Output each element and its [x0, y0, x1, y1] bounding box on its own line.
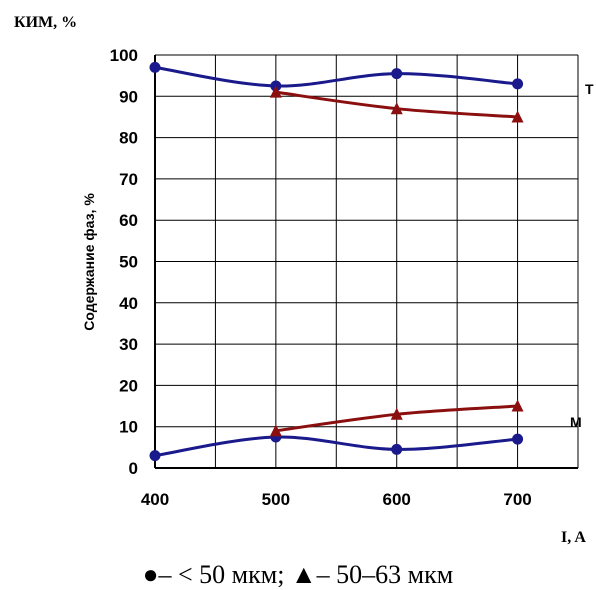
data-point-circle	[149, 61, 161, 73]
y-tick-label: 10	[119, 418, 138, 437]
top-left-label: КИМ, %	[14, 14, 78, 31]
x-tick-label: 600	[383, 490, 411, 509]
series-line	[154, 435, 518, 458]
data-point-triangle	[390, 102, 403, 115]
data-point-triangle	[511, 399, 524, 412]
tick-labels: 0 10 20 30 40 50 60 70 80 90 100 400 500 600 700	[110, 46, 532, 509]
data-point-circle	[391, 68, 403, 80]
x-tick-label: 400	[141, 490, 169, 509]
x-axis-label: I, A	[561, 529, 586, 546]
data-point-triangle	[511, 110, 524, 123]
y-tick-label: 100	[110, 46, 138, 65]
y-tick-label: 90	[119, 87, 138, 106]
legend: ●– < 50 мкм; ▲– 50–63 мкм	[142, 560, 454, 589]
data-point-triangle	[269, 424, 282, 437]
grid-lines	[154, 54, 579, 469]
annotation-lower: М	[570, 414, 582, 430]
y-tick-label: 80	[119, 129, 138, 148]
y-tick-label: 70	[119, 170, 138, 189]
y-tick-label: 20	[119, 376, 138, 395]
y-tick-label: 40	[119, 294, 138, 313]
y-tick-label: 0	[129, 459, 138, 478]
y-tick-label: 60	[119, 211, 138, 230]
series-line	[154, 65, 518, 88]
x-tick-label: 700	[503, 490, 531, 509]
data-point-circle	[391, 443, 403, 455]
data-point-circle	[149, 450, 161, 462]
y-tick-label: 50	[119, 253, 138, 272]
data-series	[149, 61, 524, 462]
annotation-upper: Т	[585, 81, 594, 97]
y-axis-label: Содержание фаз, %	[81, 193, 97, 331]
data-point-circle	[512, 433, 524, 445]
data-point-triangle	[269, 85, 282, 98]
x-tick-label: 500	[262, 490, 290, 509]
data-point-circle	[512, 78, 524, 90]
data-point-triangle	[390, 407, 403, 420]
y-tick-label: 30	[119, 335, 138, 354]
